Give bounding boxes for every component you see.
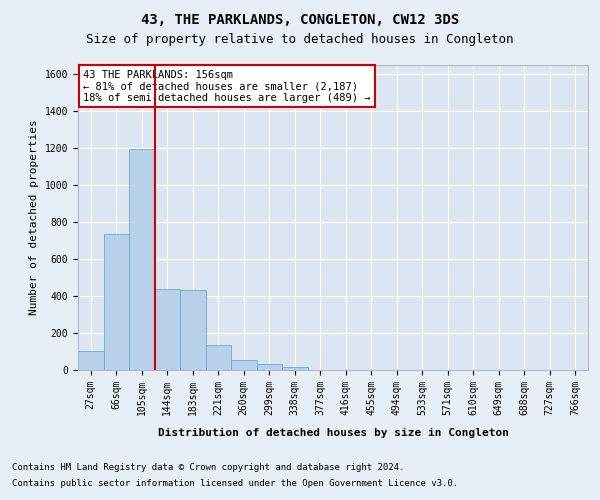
Text: 43 THE PARKLANDS: 156sqm
← 81% of detached houses are smaller (2,187)
18% of sem: 43 THE PARKLANDS: 156sqm ← 81% of detach… xyxy=(83,70,371,103)
Text: Distribution of detached houses by size in Congleton: Distribution of detached houses by size … xyxy=(158,428,509,438)
Bar xyxy=(231,360,257,370)
Text: Size of property relative to detached houses in Congleton: Size of property relative to detached ho… xyxy=(86,32,514,46)
Text: Contains public sector information licensed under the Open Government Licence v3: Contains public sector information licen… xyxy=(12,478,458,488)
Bar xyxy=(78,350,104,370)
Bar xyxy=(104,234,129,370)
Bar xyxy=(129,149,155,370)
Bar xyxy=(257,364,282,370)
Bar xyxy=(180,290,205,370)
Bar xyxy=(205,345,231,370)
Bar xyxy=(155,288,180,370)
Bar xyxy=(282,367,308,370)
Text: Contains HM Land Registry data © Crown copyright and database right 2024.: Contains HM Land Registry data © Crown c… xyxy=(12,464,404,472)
Text: 43, THE PARKLANDS, CONGLETON, CW12 3DS: 43, THE PARKLANDS, CONGLETON, CW12 3DS xyxy=(141,12,459,26)
Y-axis label: Number of detached properties: Number of detached properties xyxy=(29,120,39,316)
